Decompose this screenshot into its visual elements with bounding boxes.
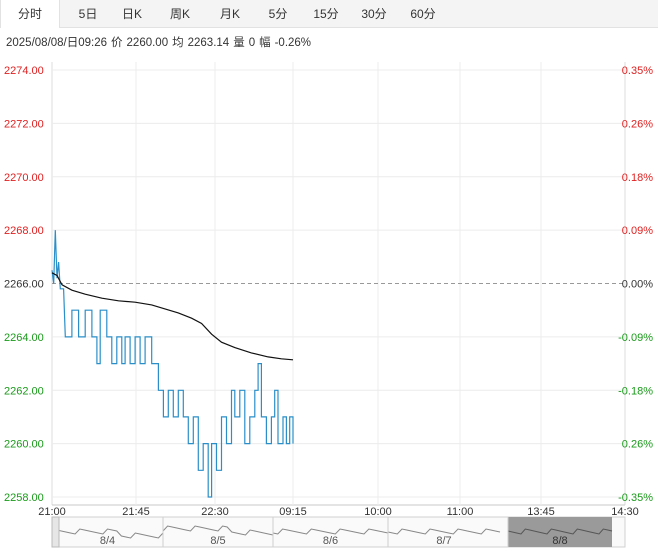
x-tick-label: 13:45 — [527, 506, 555, 518]
y-tick-label: 2266.00 — [4, 279, 44, 291]
navigator-sparkline — [51, 528, 164, 539]
navigator-day-label[interactable]: 8/5 — [210, 535, 225, 547]
chart-labels: 2274.00 0.35% 2272.00 0.26% 2270.00 0.18% 2268… — [4, 65, 653, 518]
x-tick-label: 14:30 — [611, 506, 639, 518]
navigator-day-label[interactable]: 8/4 — [100, 535, 115, 547]
tab-intraday[interactable]: 分时 — [0, 0, 60, 28]
chart-grid — [51, 62, 626, 506]
price-line — [51, 230, 294, 498]
quote-status-bar: 2025/08/08/日09:26 价 2260.00 均 2263.14 量 0 幅 -0.2… — [6, 34, 315, 50]
period-tabs: 分时 5日 日K 周K 月K 5分 15分 30分 60分 — [0, 0, 658, 28]
pct-tick-label: 0.09% — [622, 225, 653, 237]
x-tick-label: 21:00 — [38, 506, 66, 518]
navigator-day-label[interactable]: 8/8 — [552, 535, 567, 547]
pct-tick-label: 0.00% — [622, 279, 653, 291]
x-tick-label: 11:00 — [447, 506, 474, 518]
navigator-sparkline — [507, 528, 613, 535]
pct-tick-label: -0.09% — [618, 332, 653, 344]
navigator-sparkline — [387, 528, 501, 535]
tab-15min[interactable]: 15分 — [313, 7, 339, 21]
pct-tick-label: 0.26% — [622, 439, 653, 451]
tab-5min[interactable]: 5分 — [268, 7, 288, 21]
status-avg-label: 均 — [172, 37, 184, 49]
tab-60min[interactable]: 60分 — [410, 7, 436, 21]
pct-tick-label: -0.35% — [618, 492, 653, 504]
y-tick-label: 2268.00 — [4, 225, 44, 237]
navigator-left-handle[interactable] — [51, 516, 60, 548]
tab-5day[interactable]: 5日 — [78, 7, 98, 21]
x-tick-label: 22:30 — [201, 506, 229, 518]
status-price: 2260.00 — [126, 37, 169, 49]
status-change: -0.26% — [274, 37, 312, 49]
status-price-label: 价 — [111, 37, 123, 49]
tab-weekly-k[interactable]: 周K — [169, 7, 190, 21]
pct-tick-label: 0.26% — [622, 118, 653, 130]
pct-tick-label: -0.18% — [618, 385, 653, 397]
navigator-day-label[interactable]: 8/6 — [323, 535, 338, 547]
navigator-day-label[interactable]: 8/7 — [436, 535, 451, 547]
status-datetime: 2025/08/08/日09:26 — [6, 37, 108, 49]
chart-marks — [51, 230, 294, 498]
status-volume: 0 — [248, 37, 256, 49]
y-tick-label: 2274.00 — [4, 65, 44, 77]
y-tick-label: 2272.00 — [4, 118, 44, 130]
tab-daily-k[interactable]: 日K — [121, 7, 142, 21]
tab-30min[interactable]: 30分 — [361, 7, 387, 21]
x-tick-label: 21:45 — [122, 506, 150, 518]
y-tick-label: 2264.00 — [4, 332, 44, 344]
y-tick-label: 2260.00 — [4, 439, 44, 451]
navigator-selection[interactable] — [508, 517, 612, 547]
y-tick-label: 2258.00 — [4, 492, 44, 504]
navigator-sparkline — [162, 525, 274, 536]
average-price-line — [51, 272, 294, 361]
y-tick-label: 2262.00 — [4, 385, 44, 397]
date-navigator: 8/4 8/5 8/6 8/7 8/8 — [51, 516, 626, 548]
tab-monthly-k[interactable]: 月K — [219, 7, 240, 21]
pct-tick-label: 0.18% — [622, 172, 653, 184]
status-volume-label: 量 — [233, 37, 245, 49]
x-tick-label: 09:15 — [279, 506, 307, 518]
y-tick-label: 2270.00 — [4, 172, 44, 184]
pct-tick-label: 0.35% — [622, 65, 653, 77]
x-tick-label: 10:00 — [364, 506, 392, 518]
navigator-sparkline — [272, 528, 389, 535]
status-avg: 2263.14 — [187, 37, 230, 49]
status-change-label: 幅 — [259, 37, 271, 49]
